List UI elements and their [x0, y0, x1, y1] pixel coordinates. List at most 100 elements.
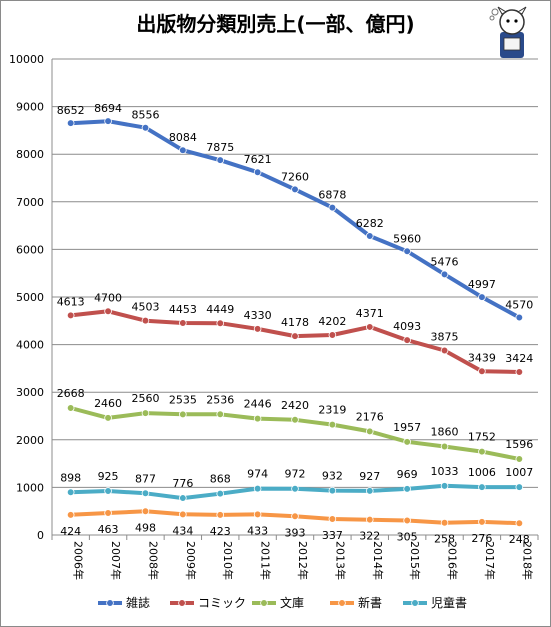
data-point: [478, 518, 486, 526]
data-label: 868: [210, 473, 231, 486]
x-tick-label: 2014年: [371, 541, 385, 580]
data-label: 8694: [94, 102, 122, 115]
data-point: [141, 489, 150, 498]
legend-label: 児童書: [431, 595, 467, 610]
data-point: [478, 483, 486, 491]
data-label: 463: [98, 523, 119, 536]
data-label: 423: [210, 525, 231, 538]
data-point: [440, 270, 449, 279]
data-label: 927: [359, 470, 380, 483]
data-label: 424: [60, 525, 81, 538]
data-label: 7260: [281, 170, 309, 183]
chart-title: 出版物分類別売上(一部、億円): [136, 12, 415, 36]
x-tick-label: 2009年: [184, 541, 198, 580]
data-label: 2319: [318, 404, 346, 417]
data-point: [328, 203, 337, 212]
data-point: [403, 485, 411, 493]
data-label: 4202: [318, 315, 346, 328]
x-axis: 2006年 2007年 2008年 2009年 2010年 2011年 2012年 2013年…: [51, 534, 539, 580]
legend-swatch-marker: [260, 599, 268, 607]
y-tick-label: 9000: [16, 101, 44, 114]
data-labels: 8652 8694 8556 8084 7875 7621 7260 6878 6282 5960…: [57, 102, 534, 546]
data-label: 3424: [505, 352, 533, 365]
series-group: [66, 117, 524, 527]
data-point: [515, 368, 524, 376]
x-tick-label: 2013年: [333, 541, 347, 580]
data-point: [104, 414, 112, 422]
data-label: 4997: [468, 278, 496, 291]
data-label: 2446: [244, 398, 272, 411]
data-point: [365, 515, 374, 524]
data-label: 1033: [431, 465, 459, 478]
data-label: 974: [247, 468, 268, 481]
data-label: 4700: [94, 291, 122, 304]
data-label: 877: [135, 472, 156, 485]
data-point: [403, 516, 411, 525]
data-point: [66, 311, 75, 320]
data-point: [365, 232, 374, 240]
data-point: [328, 331, 337, 339]
data-point: [515, 455, 524, 463]
data-label: 2176: [356, 410, 384, 423]
legend-label: 新書: [358, 595, 382, 610]
data-label: 6878: [318, 189, 346, 202]
y-tick-label: 7000: [16, 196, 44, 209]
data-label: 1007: [505, 466, 533, 479]
data-point: [515, 313, 524, 322]
x-tick-label: 2006年: [72, 541, 86, 580]
data-label: 8556: [131, 109, 159, 122]
data-point: [291, 332, 299, 340]
data-point: [253, 414, 262, 423]
data-point: [291, 416, 299, 424]
data-point: [440, 518, 449, 527]
legend: 雑誌 コミック 文庫 新書 児童書: [98, 595, 467, 610]
data-label: 4330: [244, 309, 272, 322]
data-label: 972: [285, 468, 306, 481]
y-tick-label: 3000: [16, 386, 44, 399]
y-tick-label: 0: [37, 529, 44, 542]
data-label: 337: [322, 529, 343, 542]
data-point: [253, 325, 262, 333]
data-label: 932: [322, 470, 343, 483]
legend-swatch-marker: [106, 599, 114, 607]
data-label: 2560: [131, 392, 159, 405]
data-point: [440, 442, 449, 451]
data-point: [515, 483, 524, 491]
data-label: 2668: [57, 387, 85, 400]
data-point: [291, 512, 299, 521]
data-point: [403, 438, 411, 446]
data-label: 969: [397, 468, 418, 481]
x-tick-label: 2007年: [109, 541, 123, 580]
data-point: [440, 346, 449, 355]
data-point: [365, 487, 374, 495]
data-label: 5476: [431, 255, 459, 268]
legend-label: 文庫: [280, 595, 304, 610]
data-point: [403, 247, 411, 256]
data-point: [515, 519, 524, 527]
legend-swatch-marker: [338, 599, 346, 607]
data-label: 498: [135, 521, 156, 534]
data-label: 1957: [393, 421, 421, 434]
x-tick-label: 2008年: [146, 541, 160, 580]
x-tick-label: 2015年: [408, 541, 422, 580]
y-tick-label: 6000: [16, 243, 44, 256]
data-label: 4449: [206, 303, 234, 316]
data-point: [66, 511, 75, 519]
data-point: [179, 510, 187, 519]
data-point: [440, 482, 449, 490]
data-label: 2536: [206, 393, 234, 406]
y-tick-label: 1000: [16, 481, 44, 494]
data-label: 248: [509, 533, 530, 546]
data-label: 4503: [131, 301, 159, 314]
data-label: 4178: [281, 316, 309, 329]
data-point: [478, 447, 486, 456]
data-point: [328, 486, 337, 495]
data-label: 4570: [505, 298, 533, 311]
data-label: 322: [359, 530, 380, 543]
data-point: [66, 119, 75, 127]
data-point: [141, 507, 150, 516]
y-tick-label: 5000: [16, 291, 44, 304]
data-point: [478, 367, 486, 376]
data-point: [253, 168, 262, 177]
data-label: 305: [397, 530, 418, 543]
